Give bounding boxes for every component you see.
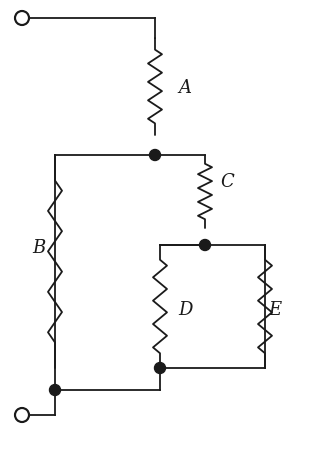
Text: A: A bbox=[178, 79, 191, 97]
Circle shape bbox=[15, 11, 29, 25]
Text: E: E bbox=[268, 301, 281, 319]
Text: C: C bbox=[220, 173, 234, 191]
Circle shape bbox=[154, 362, 166, 374]
Circle shape bbox=[150, 150, 160, 160]
Text: B: B bbox=[32, 239, 45, 257]
Circle shape bbox=[15, 408, 29, 422]
Circle shape bbox=[49, 384, 61, 396]
Text: D: D bbox=[178, 301, 193, 319]
Circle shape bbox=[200, 239, 210, 251]
